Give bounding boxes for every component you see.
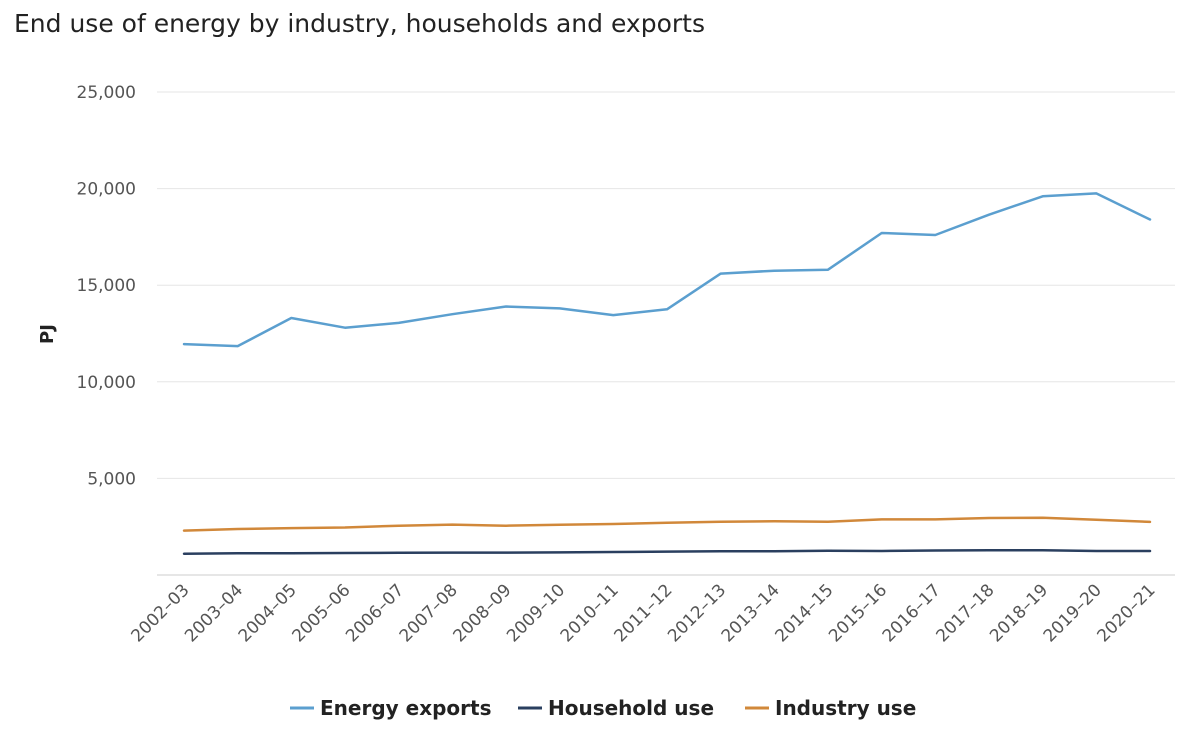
legend-label: Industry use: [775, 696, 916, 720]
x-tick-label: 2008–09: [449, 580, 515, 646]
x-axis-ticks: 2002–032003–042004–052005–062006–072007–…: [127, 580, 1159, 646]
legend: Energy exports Household use Industry use: [290, 696, 916, 720]
x-tick-label: 2016–17: [879, 580, 945, 646]
x-tick-label: 2013–14: [718, 580, 784, 646]
x-tick-label: 2006–07: [342, 580, 408, 646]
x-tick-label: 2014–15: [771, 580, 837, 646]
x-tick-label: 2017–18: [932, 580, 998, 646]
x-tick-label: 2020–21: [1093, 580, 1159, 646]
x-tick-label: 2012–13: [664, 580, 730, 646]
x-tick-label: 2007–08: [396, 580, 462, 646]
x-tick-label: 2011–12: [610, 580, 676, 646]
x-tick-label: 2005–06: [288, 580, 354, 646]
x-tick-label: 2010–11: [557, 580, 623, 646]
y-tick-label: 25,000: [77, 83, 136, 103]
series-line-energy-exports: [182, 192, 1152, 348]
x-tick-label: 2019–20: [1040, 580, 1106, 646]
series-lines: [182, 192, 1152, 555]
x-tick-label: 2003–04: [181, 580, 247, 646]
series-line-household-use: [182, 549, 1152, 555]
x-tick-label: 2002–03: [127, 580, 193, 646]
gridlines: [157, 91, 1175, 576]
x-tick-label: 2018–19: [986, 580, 1052, 646]
y-tick-label: 20,000: [77, 180, 136, 200]
x-tick-label: 2009–10: [503, 580, 569, 646]
y-tick-label: 5,000: [87, 469, 136, 489]
y-tick-label: 15,000: [77, 276, 136, 296]
y-axis-label: PJ: [37, 324, 58, 344]
x-tick-label: 2004–05: [235, 580, 301, 646]
y-tick-label: 10,000: [77, 373, 136, 393]
legend-label: Household use: [548, 696, 714, 720]
x-tick-label: 2015–16: [825, 580, 891, 646]
chart-title: End use of energy by industry, household…: [14, 9, 705, 38]
series-line-industry-use: [182, 516, 1152, 532]
legend-label: Energy exports: [320, 696, 492, 720]
y-axis-ticks: 5,000 10,000 15,000 20,000 25,000: [77, 83, 136, 489]
